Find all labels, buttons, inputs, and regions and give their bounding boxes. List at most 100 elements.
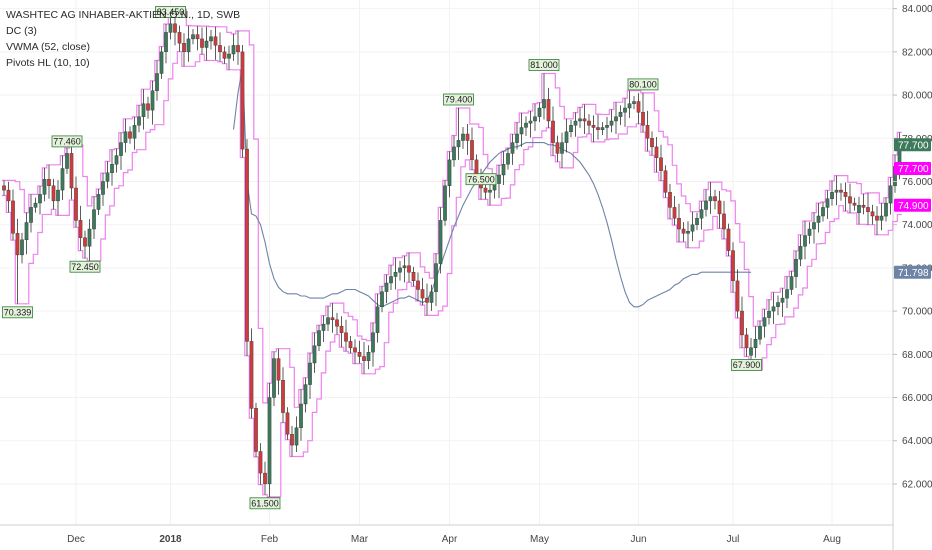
candle-body bbox=[668, 192, 672, 208]
candle-body bbox=[227, 53, 231, 59]
candle-body bbox=[240, 51, 245, 150]
candle-body bbox=[339, 326, 344, 333]
candle-body bbox=[33, 202, 38, 208]
candle-body bbox=[578, 118, 582, 122]
price-label-box bbox=[894, 198, 931, 212]
candle-body bbox=[740, 310, 744, 336]
candle-body bbox=[375, 306, 380, 333]
legend-pivots-indicator: Pivots HL (10, 10) bbox=[6, 57, 90, 69]
candle-body bbox=[429, 291, 434, 303]
y-tick-label: 66.000 bbox=[902, 393, 932, 404]
pivot-label-box bbox=[155, 6, 186, 18]
candle-body bbox=[564, 131, 569, 143]
candle-body bbox=[767, 310, 771, 318]
candle-body bbox=[465, 133, 470, 141]
candle-body bbox=[15, 233, 20, 256]
candle-body bbox=[609, 120, 614, 126]
candle-body bbox=[83, 237, 87, 247]
price-label: 77.700 bbox=[894, 138, 931, 151]
pivot-label-text: 70.339 bbox=[4, 307, 32, 317]
pivot-label: 80.100 bbox=[627, 78, 659, 91]
candle-body bbox=[798, 246, 803, 260]
candle-body bbox=[434, 263, 438, 292]
candle-body bbox=[749, 347, 753, 356]
candle-body bbox=[65, 153, 69, 169]
candle-body bbox=[884, 202, 888, 217]
pivot-label-box bbox=[627, 78, 659, 91]
candle-body bbox=[42, 179, 47, 195]
candle-body bbox=[132, 125, 137, 139]
candle-body bbox=[326, 317, 330, 325]
candle-body bbox=[128, 131, 132, 139]
candle-body bbox=[101, 181, 105, 195]
candle-body bbox=[654, 146, 659, 158]
candle-body bbox=[272, 358, 276, 398]
pivot-label-box bbox=[51, 135, 83, 148]
y-tick-label: 68.000 bbox=[902, 350, 932, 361]
candle-body bbox=[785, 289, 789, 299]
candle-body bbox=[141, 103, 146, 117]
y-tick-label: 62.000 bbox=[902, 480, 932, 491]
y-tick-label: 64.000 bbox=[902, 436, 932, 447]
candle-body bbox=[348, 341, 353, 349]
pivot-label-text: 80.100 bbox=[629, 80, 657, 90]
pivot-label-box bbox=[249, 497, 281, 510]
candle-body bbox=[690, 224, 695, 232]
candle-body bbox=[812, 222, 816, 230]
candle-body bbox=[843, 192, 848, 197]
candle-body bbox=[29, 207, 33, 223]
candle-body bbox=[528, 120, 533, 124]
candle-body bbox=[875, 215, 879, 221]
candle-body bbox=[357, 352, 362, 357]
x-tick-label: Dec bbox=[67, 534, 85, 545]
price-label-text: 74.900 bbox=[898, 201, 929, 212]
candle-body bbox=[380, 291, 384, 308]
candle-body bbox=[254, 408, 258, 452]
candle-body bbox=[551, 120, 555, 143]
pivot-label: 77.460 bbox=[51, 135, 83, 148]
price-label-text: 77.700 bbox=[898, 140, 929, 151]
candle-body bbox=[393, 272, 398, 277]
candle-body bbox=[497, 174, 501, 184]
price-label-text: 71.798 bbox=[898, 268, 929, 279]
candle-body bbox=[456, 140, 461, 148]
candle-body bbox=[119, 142, 123, 156]
y-tick-label: 84.000 bbox=[902, 4, 932, 15]
candle-body bbox=[699, 209, 704, 219]
price-label-box bbox=[894, 265, 931, 279]
candle-body bbox=[366, 352, 371, 362]
candle-body bbox=[758, 326, 762, 340]
candle-body bbox=[852, 202, 857, 206]
candle-body bbox=[87, 228, 92, 247]
pivot-label-text: 61.500 bbox=[251, 498, 279, 508]
candle-body bbox=[600, 127, 605, 130]
candle-body bbox=[209, 36, 213, 42]
candle-body bbox=[537, 107, 542, 117]
candle-body bbox=[173, 23, 177, 33]
candle-body bbox=[866, 207, 870, 212]
candle-body bbox=[681, 228, 686, 234]
pivot-label: 83.450 bbox=[155, 6, 186, 18]
candle-body bbox=[789, 276, 794, 290]
candle-body bbox=[641, 112, 645, 126]
candle-body bbox=[294, 427, 299, 446]
candle-body bbox=[735, 280, 740, 312]
candle-body bbox=[204, 40, 209, 48]
candle-body bbox=[587, 120, 591, 126]
candle-body bbox=[402, 265, 407, 269]
candle-body bbox=[555, 142, 560, 154]
candle-body bbox=[821, 207, 825, 217]
candle-body bbox=[137, 116, 141, 126]
candle-body bbox=[218, 45, 222, 53]
candle-body bbox=[623, 107, 627, 113]
x-tick-label: Feb bbox=[261, 534, 279, 545]
candle-body bbox=[276, 358, 281, 381]
candle-body bbox=[515, 133, 519, 143]
candle-body bbox=[704, 200, 708, 210]
candle-body bbox=[677, 217, 681, 230]
vwma-line bbox=[232, 66, 752, 308]
x-tick-label: Apr bbox=[442, 534, 458, 545]
candle-body bbox=[384, 282, 389, 292]
candle-body bbox=[438, 220, 443, 264]
